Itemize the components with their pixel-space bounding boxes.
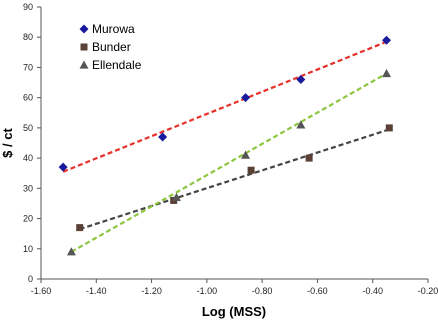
x-ticks: -1.60 -1.40 -1.20 -1.00 -0.80 -0.60 -0.40 -0.20 bbox=[31, 279, 438, 296]
legend: Murowa Bunder Ellendale bbox=[79, 22, 142, 72]
y-tick-label: 20 bbox=[23, 214, 33, 224]
y-tick-label: 50 bbox=[23, 123, 33, 133]
y-tick-label: 60 bbox=[23, 93, 33, 103]
legend-marker-bunder bbox=[80, 43, 88, 51]
legend-label-murowa: Murowa bbox=[92, 22, 135, 36]
data-point-murowa bbox=[382, 35, 392, 45]
x-tick-label: -1.00 bbox=[197, 286, 218, 296]
markers bbox=[58, 35, 393, 256]
trendline-bunder bbox=[79, 128, 390, 231]
x-tick-label: -1.60 bbox=[31, 286, 52, 296]
legend-label-bunder: Bunder bbox=[92, 40, 131, 54]
data-point-bunder bbox=[76, 224, 84, 232]
data-point-bunder bbox=[305, 154, 313, 162]
y-tick-label: 30 bbox=[23, 183, 33, 193]
data-point-ellendale bbox=[296, 120, 306, 129]
x-tick-label: -0.60 bbox=[307, 286, 328, 296]
legend-label-ellendale: Ellendale bbox=[92, 58, 142, 72]
legend-marker-ellendale bbox=[79, 60, 89, 69]
data-point-murowa bbox=[296, 75, 306, 85]
x-tick-label: -1.20 bbox=[141, 286, 162, 296]
data-point-murowa bbox=[158, 132, 168, 142]
y-tick-label: 90 bbox=[23, 2, 33, 12]
y-tick-label: 10 bbox=[23, 244, 33, 254]
trendlines bbox=[62, 40, 390, 253]
legend-marker-murowa bbox=[79, 24, 89, 34]
axes bbox=[40, 7, 428, 280]
data-point-bunder bbox=[385, 124, 393, 132]
data-point-bunder bbox=[247, 166, 255, 174]
x-axis-label: Log (MSS) bbox=[202, 304, 266, 319]
y-tick-label: 80 bbox=[23, 32, 33, 42]
data-point-murowa bbox=[241, 93, 251, 103]
y-axis-label: $ / ct bbox=[0, 128, 15, 158]
x-tick-label: -1.40 bbox=[86, 286, 107, 296]
data-point-ellendale bbox=[241, 150, 251, 159]
data-point-ellendale bbox=[382, 68, 392, 78]
y-tick-label: 0 bbox=[28, 274, 33, 284]
x-tick-label: -0.40 bbox=[362, 286, 383, 296]
y-ticks: 0 10 20 30 40 50 60 70 80 90 bbox=[23, 2, 41, 284]
trendline-murowa bbox=[62, 40, 387, 173]
y-tick-label: 70 bbox=[23, 62, 33, 72]
data-point-murowa bbox=[58, 162, 68, 172]
data-point-ellendale bbox=[171, 192, 181, 201]
trendline-ellendale bbox=[70, 72, 388, 253]
y-tick-label: 40 bbox=[23, 153, 33, 163]
x-tick-label: -0.80 bbox=[252, 286, 273, 296]
data-point-ellendale bbox=[66, 247, 76, 256]
x-tick-label: -0.20 bbox=[418, 286, 438, 296]
